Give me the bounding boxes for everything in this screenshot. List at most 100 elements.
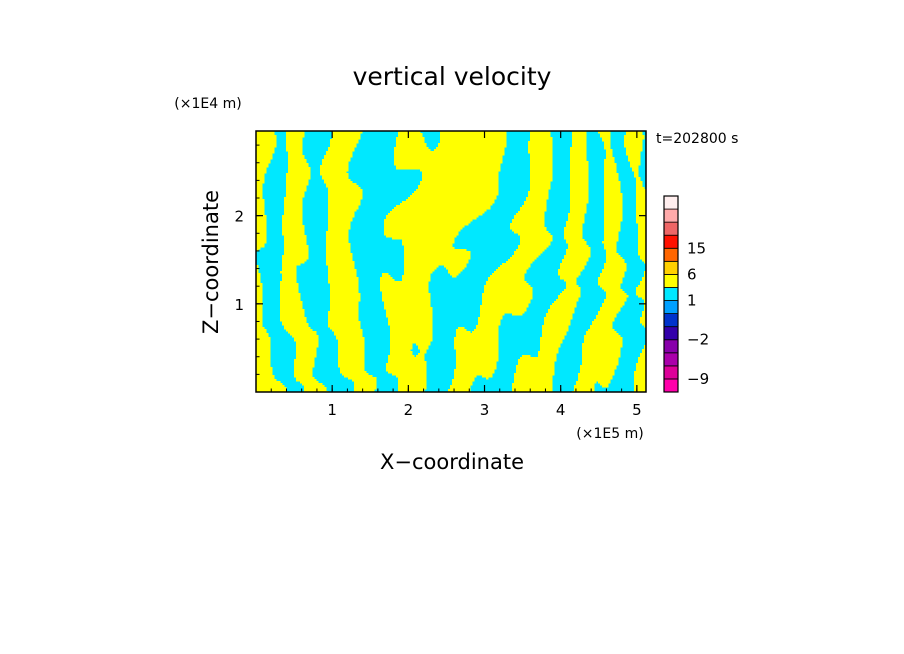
field-positive-region bbox=[286, 147, 303, 150]
field-positive-region bbox=[542, 329, 569, 332]
field-positive-region bbox=[570, 211, 587, 214]
field-positive-region bbox=[282, 225, 305, 228]
field-positive-region bbox=[286, 179, 309, 182]
field-positive-region bbox=[328, 269, 357, 272]
field-positive-region bbox=[518, 361, 555, 364]
field-positive-region bbox=[338, 347, 365, 350]
field-positive-region bbox=[540, 339, 563, 342]
field-positive-region bbox=[566, 283, 577, 286]
field-positive-region bbox=[570, 155, 587, 158]
field-positive-region bbox=[634, 373, 646, 376]
field-positive-region bbox=[548, 309, 575, 312]
field-positive-region bbox=[512, 313, 523, 316]
field-positive-region bbox=[256, 361, 271, 364]
field-positive-region bbox=[600, 275, 625, 278]
field-positive-region bbox=[328, 265, 355, 268]
field-positive-region bbox=[586, 331, 617, 334]
field-positive-region bbox=[404, 271, 433, 274]
field-positive-region bbox=[456, 355, 499, 358]
field-positive-region bbox=[280, 313, 305, 316]
field-positive-region bbox=[330, 295, 361, 298]
field-positive-region bbox=[390, 329, 433, 332]
field-positive-region bbox=[396, 145, 427, 148]
field-positive-region bbox=[564, 257, 589, 260]
field-positive-region bbox=[570, 177, 589, 180]
field-positive-region bbox=[512, 389, 553, 392]
field-positive-region bbox=[256, 341, 271, 344]
field-positive-region bbox=[390, 339, 433, 342]
field-positive-region bbox=[556, 299, 579, 302]
field-positive-region bbox=[638, 361, 646, 364]
field-positive-region bbox=[334, 331, 363, 334]
field-positive-region bbox=[396, 167, 501, 170]
field-positive-region bbox=[512, 255, 539, 258]
chart-title: vertical velocity bbox=[353, 62, 552, 91]
field-positive-region bbox=[570, 187, 589, 190]
field-positive-region bbox=[354, 389, 375, 392]
field-positive-region bbox=[284, 237, 307, 240]
field-positive-region bbox=[538, 353, 557, 356]
field-positive-region bbox=[256, 191, 263, 194]
field-positive-region bbox=[636, 365, 646, 368]
field-positive-region bbox=[530, 133, 551, 136]
field-positive-region bbox=[574, 385, 595, 388]
field-positive-region bbox=[634, 171, 639, 174]
field-positive-region bbox=[604, 167, 617, 170]
field-positive-region bbox=[390, 327, 433, 330]
field-positive-region bbox=[418, 353, 425, 356]
field-positive-region bbox=[256, 187, 263, 190]
field-positive-region bbox=[640, 353, 646, 356]
field-positive-region bbox=[452, 381, 473, 384]
field-positive-region bbox=[456, 351, 499, 354]
field-positive-region bbox=[566, 225, 583, 228]
field-positive-region bbox=[636, 291, 646, 294]
field-positive-region bbox=[638, 239, 646, 242]
field-positive-region bbox=[552, 303, 577, 306]
field-positive-region bbox=[570, 171, 589, 174]
field-positive-region bbox=[634, 387, 646, 390]
field-positive-region bbox=[626, 131, 643, 134]
field-positive-region bbox=[538, 355, 557, 358]
field-positive-region bbox=[282, 259, 307, 262]
field-positive-region bbox=[288, 165, 309, 168]
field-positive-region bbox=[456, 363, 497, 366]
field-positive-region bbox=[598, 281, 623, 284]
field-positive-region bbox=[524, 201, 547, 204]
field-positive-region bbox=[334, 333, 363, 336]
field-positive-region bbox=[604, 219, 623, 222]
field-positive-region bbox=[280, 319, 307, 322]
field-positive-region bbox=[526, 197, 549, 200]
field-positive-region bbox=[282, 231, 305, 234]
field-positive-region bbox=[438, 143, 507, 146]
field-positive-region bbox=[600, 133, 611, 136]
field-positive-region bbox=[602, 137, 611, 140]
field-positive-region bbox=[632, 169, 639, 172]
field-positive-region bbox=[632, 167, 639, 170]
field-positive-region bbox=[326, 263, 355, 266]
field-positive-region bbox=[642, 351, 646, 354]
field-positive-region bbox=[604, 161, 615, 164]
field-positive-region bbox=[512, 229, 547, 232]
field-positive-region bbox=[284, 325, 309, 328]
x-tick-label: 5 bbox=[632, 401, 642, 419]
field-positive-region bbox=[636, 181, 643, 184]
field-positive-region bbox=[450, 273, 459, 276]
field-positive-region bbox=[574, 387, 595, 390]
field-positive-region bbox=[570, 191, 589, 194]
field-positive-region bbox=[282, 265, 297, 268]
field-positive-region bbox=[528, 151, 553, 154]
field-positive-region bbox=[544, 317, 573, 320]
field-positive-region bbox=[528, 141, 553, 144]
field-positive-region bbox=[604, 183, 621, 186]
field-positive-region bbox=[330, 299, 361, 302]
field-positive-region bbox=[256, 383, 283, 386]
field-positive-region bbox=[380, 281, 429, 284]
field-positive-region bbox=[256, 379, 277, 382]
field-positive-region bbox=[604, 187, 621, 190]
field-positive-region bbox=[380, 279, 395, 282]
field-positive-region bbox=[602, 241, 617, 244]
field-positive-region bbox=[294, 365, 315, 368]
field-positive-region bbox=[402, 277, 431, 280]
field-positive-region bbox=[572, 133, 587, 136]
field-positive-region bbox=[328, 311, 359, 314]
